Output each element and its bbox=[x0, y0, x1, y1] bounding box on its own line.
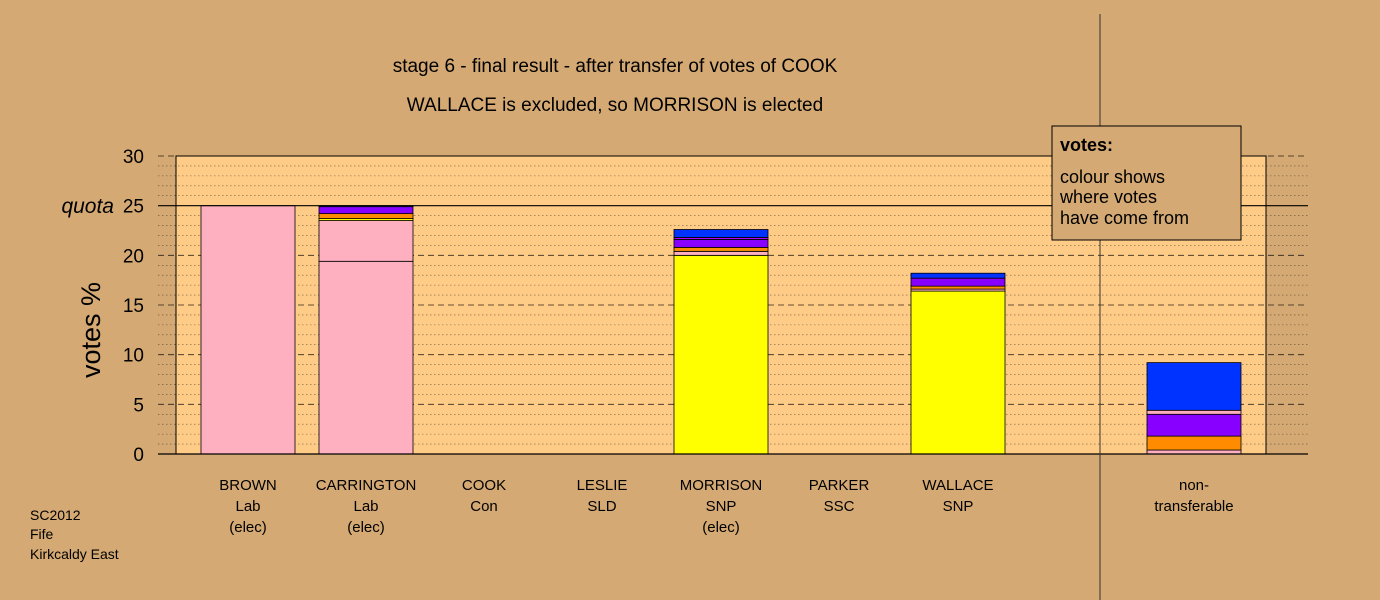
x-tick-label: PARKER bbox=[809, 477, 870, 494]
x-tick-labels: BROWN Lab (elec) CARRINGTON Lab (elec) COOK Con… bbox=[219, 477, 1233, 536]
y-tick-label: 10 bbox=[123, 346, 144, 367]
bars bbox=[200, 205, 1242, 455]
x-tick-label: (elec) bbox=[347, 519, 385, 536]
footer-ward: Kirkcaldy East bbox=[30, 546, 119, 562]
legend: votes: colour shows where votes have com… bbox=[1051, 125, 1242, 241]
x-tick-label: non- bbox=[1179, 477, 1209, 494]
x-tick-label: Lab bbox=[353, 498, 378, 515]
y-tick-label: 0 bbox=[133, 445, 144, 466]
bar-segment bbox=[673, 229, 769, 238]
y-tick-label: 15 bbox=[123, 296, 144, 317]
x-tick-label: SSC bbox=[824, 498, 855, 515]
x-tick-label: Con bbox=[470, 498, 498, 515]
candidate-bar bbox=[200, 205, 296, 455]
legend-line: colour shows bbox=[1060, 167, 1165, 187]
y-tick-label: 20 bbox=[123, 246, 144, 267]
legend-title: votes: bbox=[1060, 135, 1113, 155]
x-tick-label: (elec) bbox=[702, 519, 740, 536]
x-tick-label: MORRISON bbox=[680, 477, 763, 494]
bar-segment bbox=[673, 239, 769, 248]
y-tick-labels: 0 5 10 15 20 25 30 bbox=[123, 147, 144, 466]
y-tick-label: 25 bbox=[123, 197, 144, 218]
quota-label: quota bbox=[61, 195, 114, 218]
y-axis-label: votes % bbox=[76, 282, 106, 378]
candidate-bar bbox=[318, 205, 414, 455]
bar-segment bbox=[673, 246, 769, 252]
chart-subtitle: WALLACE is excluded, so MORRISON is elec… bbox=[407, 95, 823, 116]
x-tick-label: COOK bbox=[462, 477, 506, 494]
footer: SC2012 Fife Kirkcaldy East bbox=[30, 507, 119, 562]
x-tick-label: Lab bbox=[235, 498, 260, 515]
bar-segment bbox=[910, 272, 1006, 279]
bar-segment bbox=[1146, 362, 1242, 411]
x-tick-label: SNP bbox=[706, 498, 737, 515]
legend-line: have come from bbox=[1060, 208, 1189, 228]
bar-segment bbox=[910, 277, 1006, 287]
bar-segment bbox=[200, 205, 296, 455]
bar-segment bbox=[318, 260, 414, 455]
bar-segment bbox=[1146, 413, 1242, 437]
x-tick-label: CARRINGTON bbox=[316, 477, 417, 494]
footer-council: Fife bbox=[30, 526, 54, 542]
bar-segment bbox=[318, 220, 414, 262]
bar-segment bbox=[673, 254, 769, 455]
bar-segment bbox=[1146, 409, 1242, 415]
y-tick-label: 5 bbox=[133, 395, 144, 416]
x-tick-label: SNP bbox=[943, 498, 974, 515]
chart-title: stage 6 - final result - after transfer … bbox=[393, 56, 838, 77]
bar-segment bbox=[318, 206, 414, 215]
nontransferable-bar bbox=[1146, 362, 1242, 455]
bar-segment bbox=[910, 285, 1006, 290]
bar-segment bbox=[318, 213, 414, 219]
x-tick-label: SLD bbox=[587, 498, 616, 515]
x-tick-label: (elec) bbox=[229, 519, 267, 536]
legend-line: where votes bbox=[1059, 187, 1157, 207]
y-tick-label: 30 bbox=[123, 147, 144, 168]
candidate-bar bbox=[910, 272, 1006, 455]
bar-segment bbox=[910, 290, 1006, 455]
x-tick-label: transferable bbox=[1154, 498, 1233, 515]
x-tick-label: WALLACE bbox=[922, 477, 993, 494]
bar-segment bbox=[673, 250, 769, 256]
x-tick-label: LESLIE bbox=[577, 477, 628, 494]
footer-election: SC2012 bbox=[30, 507, 81, 523]
x-tick-label: BROWN bbox=[219, 477, 277, 494]
candidate-bar bbox=[673, 229, 769, 455]
bar-segment bbox=[1146, 435, 1242, 451]
